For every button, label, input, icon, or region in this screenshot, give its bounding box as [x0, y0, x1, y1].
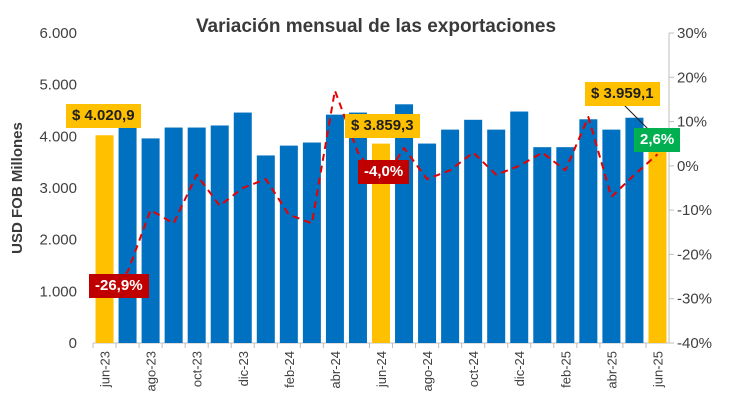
- x-tick-label: dic-23: [236, 351, 251, 386]
- x-tick-label: feb-24: [282, 351, 297, 388]
- bar-jun-24: [372, 143, 390, 343]
- bar-oct-23: [187, 127, 206, 343]
- y2-tick-label: -40%: [677, 335, 712, 352]
- callout-value-jun-23: $ 4.020,9: [66, 104, 141, 128]
- y-tick-label: 0: [69, 335, 77, 352]
- x-tick-label: dic-24: [512, 351, 527, 386]
- bar-ago-24: [418, 143, 437, 343]
- bar-dic-24: [510, 111, 529, 344]
- bar-mar-25: [579, 119, 598, 344]
- y2-tick-label: -10%: [677, 202, 712, 219]
- y2-tick-label: 30%: [677, 25, 707, 42]
- bar-dic-23: [233, 112, 252, 343]
- x-tick-label: jun-24: [374, 351, 389, 388]
- y-tick-label: 3.000: [39, 180, 77, 197]
- y2-tick-label: 0%: [677, 158, 699, 175]
- bar-jun-25: [648, 138, 667, 343]
- x-tick-label: oct-24: [466, 351, 481, 387]
- x-tick-label: ago-24: [420, 351, 435, 391]
- bar-ene-25: [533, 147, 552, 343]
- y2-tick-label: 20%: [677, 69, 707, 86]
- bar-mar-24: [302, 142, 321, 343]
- y-tick-label: 2.000: [39, 232, 77, 249]
- bar-may-25: [625, 117, 644, 343]
- bar-jul-23: [118, 124, 137, 343]
- x-tick-label: oct-23: [190, 351, 205, 387]
- x-tick-label: feb-25: [558, 351, 573, 388]
- callout-pct-jun-25: 2,6%: [634, 128, 681, 152]
- bar-oct-24: [464, 119, 483, 343]
- bar-abr-25: [602, 129, 621, 343]
- x-tick-label: abr-25: [604, 351, 619, 389]
- bar-ago-23: [141, 138, 160, 343]
- y-tick-label: 4.000: [39, 128, 77, 145]
- bar-sep-24: [441, 129, 460, 343]
- callout-value-jun-25: $ 3.959,1: [585, 82, 660, 106]
- y2-tick-label: -30%: [677, 291, 712, 308]
- x-tick-label: jun-25: [650, 351, 665, 388]
- callout-pct-jun-23: -26,9%: [89, 274, 149, 298]
- bar-ene-24: [256, 155, 275, 343]
- bar-may-24: [348, 112, 367, 343]
- x-tick-label: ago-23: [144, 351, 159, 391]
- bar-nov-24: [487, 129, 506, 343]
- bar-jun-23: [95, 135, 114, 343]
- y-tick-label: 5.000: [39, 77, 77, 94]
- chart-title: Variación mensual de las exportaciones: [195, 16, 557, 37]
- y2-tick-label: -20%: [677, 246, 712, 263]
- bar-nov-23: [210, 125, 229, 343]
- variation-line: [104, 89, 659, 286]
- bar-sep-23: [164, 127, 183, 343]
- bar-abr-24: [325, 114, 344, 343]
- y-tick-label: 6.000: [39, 25, 77, 42]
- bar-jul-24: [395, 104, 414, 343]
- x-tick-label: abr-24: [328, 351, 343, 389]
- callout-pct-jun-24: -4,0%: [358, 160, 410, 184]
- y-tick-label: 1.000: [39, 283, 77, 300]
- bar-feb-24: [279, 145, 298, 343]
- callout-value-jun-24: $ 3.859,3: [345, 114, 420, 138]
- y-axis-label: USD FOB Millones: [9, 122, 26, 254]
- x-tick-label: jun-23: [98, 351, 113, 388]
- bar-feb-25: [556, 147, 575, 343]
- y2-tick-label: 10%: [677, 114, 707, 131]
